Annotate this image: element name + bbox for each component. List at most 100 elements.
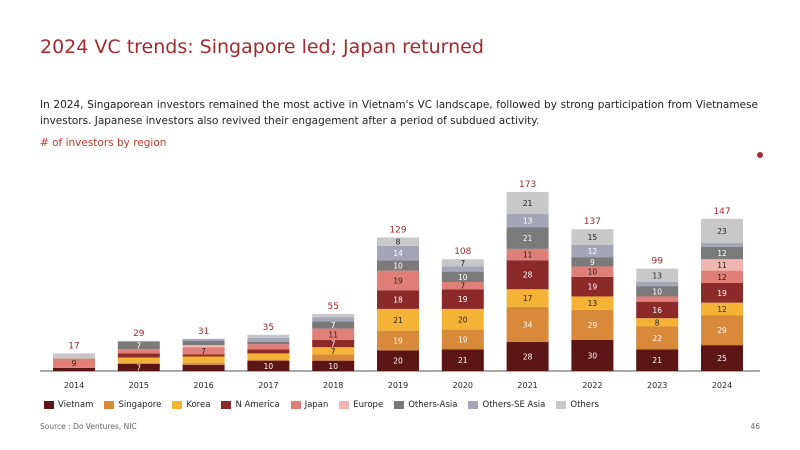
bar-segment <box>701 315 743 346</box>
legend-swatch <box>394 401 405 409</box>
x-tick-label: 2020 <box>453 381 473 390</box>
bar-segment <box>182 347 225 355</box>
bar-segment <box>117 353 160 358</box>
x-tick-label: 2024 <box>712 381 732 390</box>
total-label: 29 <box>133 329 145 339</box>
bar-segment <box>247 353 290 360</box>
bar-segment <box>377 350 419 371</box>
bar-segment <box>312 347 355 355</box>
bar-segment <box>117 362 160 364</box>
bar-segment <box>701 283 743 303</box>
legend-label: Others-SE Asia <box>482 400 546 410</box>
segment-label: 18 <box>393 296 403 305</box>
segment-label: 11 <box>523 251 533 260</box>
segment-label: 10 <box>264 362 274 371</box>
segment-label: 10 <box>328 362 338 371</box>
bar-segment <box>506 306 549 343</box>
x-tick-label: 2021 <box>517 381 537 390</box>
legend-item: Japan <box>290 400 329 410</box>
segment-label: 7 <box>136 363 141 372</box>
x-tick-label: 2022 <box>582 381 602 390</box>
bar-segment <box>571 229 614 245</box>
segment-label: 9 <box>72 359 77 368</box>
segment-label: 13 <box>523 216 533 225</box>
bar-segment <box>312 328 355 340</box>
segment-label: 20 <box>458 315 468 324</box>
segment-label: 13 <box>652 271 662 280</box>
x-tick-label: 2017 <box>258 381 278 390</box>
segment-label: 11 <box>717 261 727 270</box>
legend-swatch <box>556 401 567 409</box>
bar-segment <box>701 242 743 247</box>
legend-label: Japan <box>304 400 329 410</box>
bar-segment <box>701 259 743 271</box>
page-number: 46 <box>750 422 760 431</box>
bar-segment <box>636 281 679 287</box>
source-note: Source : Do Ventures, NIC <box>40 422 137 431</box>
bar-segment <box>701 246 743 260</box>
bar-segment <box>571 339 614 371</box>
segment-label: 19 <box>393 276 403 285</box>
bar-segment <box>441 266 484 272</box>
bar-segment <box>247 337 290 343</box>
legend-label: Singapore <box>118 400 162 410</box>
bar-segment <box>636 286 679 297</box>
bar-segment <box>636 349 679 371</box>
bar-segment <box>377 260 419 271</box>
bar-segment <box>377 270 419 291</box>
page-subtitle: In 2024, Singaporean investors remained … <box>40 99 758 127</box>
total-label: 35 <box>263 323 274 333</box>
segment-label: 7 <box>331 340 336 349</box>
bar-segment <box>312 339 355 348</box>
legend-item: Others <box>556 400 599 410</box>
bar-segment <box>571 244 614 258</box>
legend-swatch <box>172 401 183 409</box>
bar-segment <box>441 271 484 282</box>
bar-segment <box>636 268 679 282</box>
bar-segment <box>506 248 549 261</box>
bar-segment <box>247 359 290 361</box>
x-tick-label: 2023 <box>647 381 667 390</box>
segment-label: 10 <box>458 273 468 282</box>
segment-label: 7 <box>136 342 141 351</box>
bar-segment <box>247 344 290 350</box>
segment-label: 8 <box>396 238 401 247</box>
bar-segment <box>53 367 95 371</box>
bar-segment <box>636 296 679 302</box>
total-label: 55 <box>327 302 338 312</box>
segment-label: 17 <box>523 294 533 303</box>
bar-segment <box>441 289 484 309</box>
total-label: 108 <box>454 247 471 257</box>
legend-item: N America <box>221 400 280 410</box>
bar-segment <box>312 317 355 322</box>
segment-label: 16 <box>652 306 662 315</box>
bar-segment <box>441 259 484 267</box>
legend-swatch <box>290 401 301 409</box>
bar-segment <box>701 302 743 316</box>
segment-label: 34 <box>523 320 533 329</box>
total-label: 147 <box>713 207 730 217</box>
segment-label: 9 <box>590 258 595 267</box>
legend-swatch <box>468 401 479 409</box>
bar-segment <box>701 270 743 284</box>
bar-segment <box>182 362 225 365</box>
bar-segment <box>506 260 549 290</box>
bar-segment <box>312 321 355 329</box>
segment-label: 8 <box>655 318 660 327</box>
bar-segment <box>182 340 225 346</box>
bar-segment <box>701 218 743 243</box>
legend-item: Others-SE Asia <box>468 400 545 410</box>
segment-label: 12 <box>717 305 727 314</box>
page-title: 2024 VC trends: Singapore led; Japan ret… <box>40 36 484 58</box>
segment-label: 21 <box>393 316 403 325</box>
segment-label: 21 <box>523 199 533 208</box>
bar-segment <box>247 349 290 354</box>
bar-segment <box>441 349 484 371</box>
bar-segment <box>636 301 679 319</box>
bar-segment <box>377 290 419 309</box>
segment-label: 20 <box>393 357 403 366</box>
total-label: 31 <box>198 327 209 337</box>
segment-label: 10 <box>652 287 662 296</box>
bar-segment <box>182 356 225 363</box>
bar-segment <box>182 354 225 357</box>
